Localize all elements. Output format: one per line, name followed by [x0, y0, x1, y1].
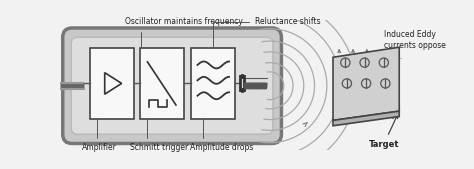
FancyBboxPatch shape: [71, 37, 273, 134]
Bar: [140, 48, 183, 119]
Bar: [90, 48, 134, 119]
Polygon shape: [333, 47, 399, 120]
FancyBboxPatch shape: [63, 28, 282, 143]
Text: Oscillator maintains frequency: Oscillator maintains frequency: [125, 17, 243, 47]
Text: Induced Eddy
currents oppose
field.: Induced Eddy currents oppose field.: [384, 30, 446, 61]
Bar: [191, 48, 235, 119]
Text: Amplifier: Amplifier: [82, 118, 117, 152]
Text: Target: Target: [369, 115, 399, 149]
Text: Reluctance shifts: Reluctance shifts: [213, 17, 320, 47]
Polygon shape: [333, 111, 399, 126]
Text: Schmitt trigger: Schmitt trigger: [130, 118, 188, 152]
Text: Amplitude drops: Amplitude drops: [191, 118, 254, 152]
